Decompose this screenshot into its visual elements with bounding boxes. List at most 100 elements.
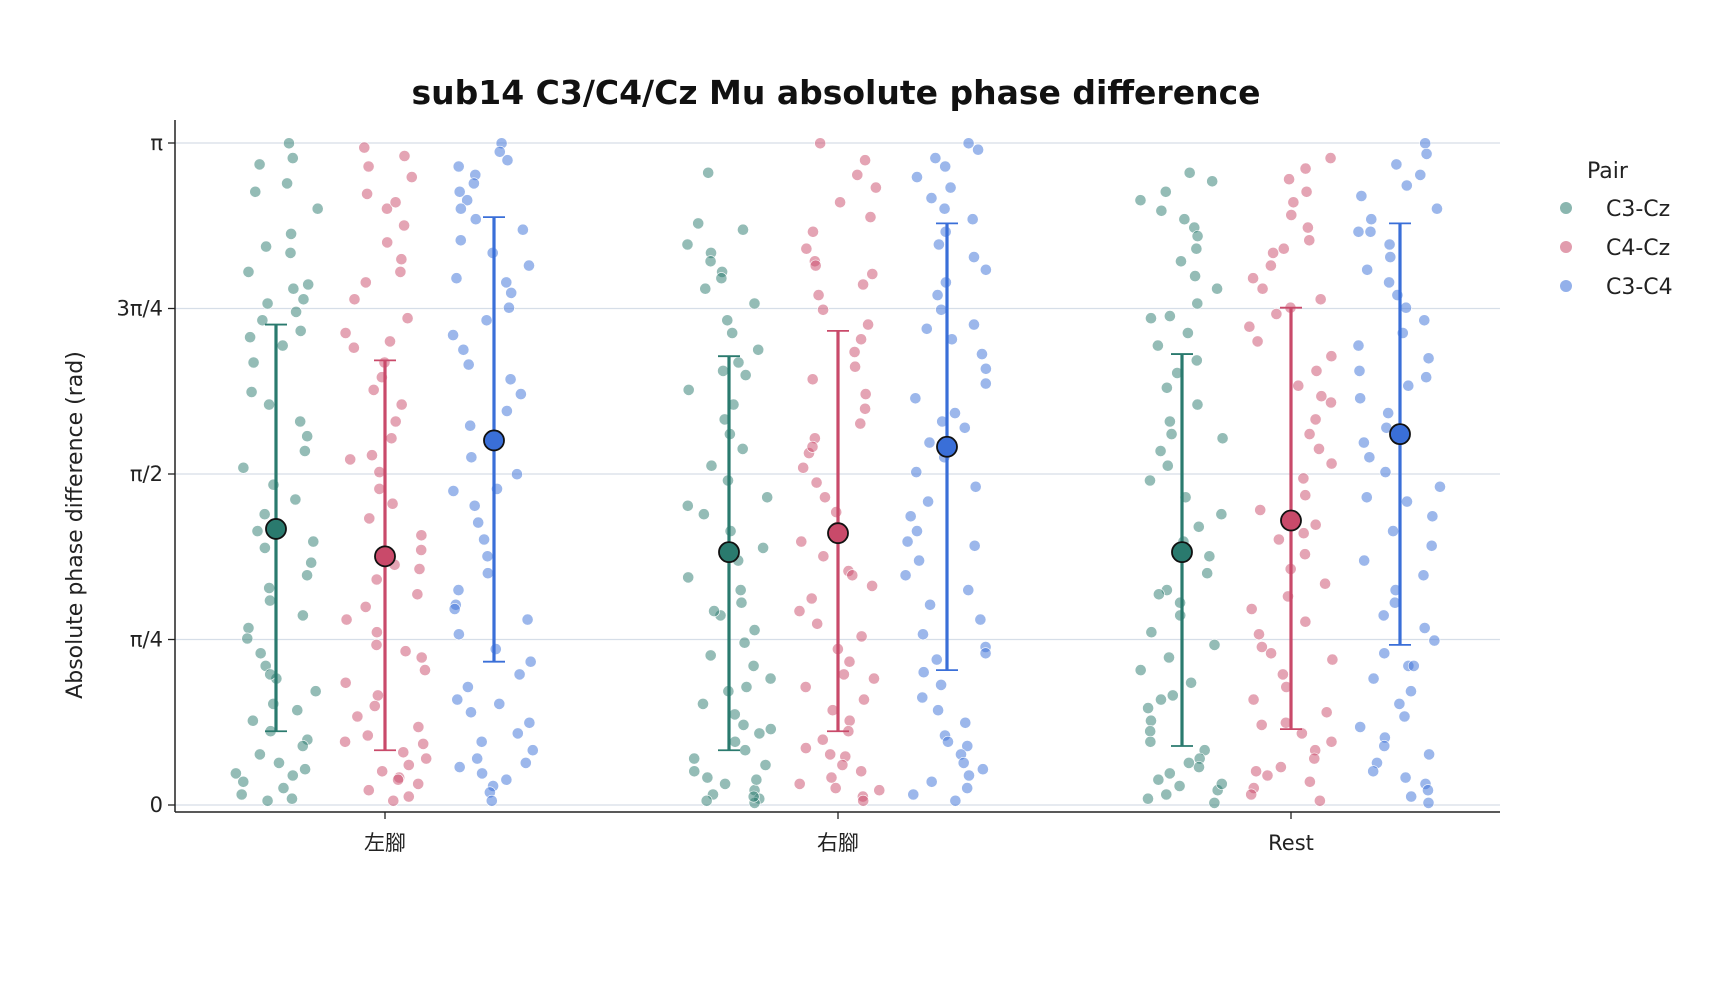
scatter-point (448, 603, 461, 615)
scatter-points (229, 137, 1446, 809)
scatter-point (748, 297, 761, 310)
scatter-point (398, 219, 410, 232)
scatter-point (843, 655, 856, 668)
scatter-point (682, 383, 695, 396)
scatter-point (729, 735, 741, 748)
scatter-point (944, 181, 957, 194)
scatter-point (974, 613, 987, 626)
scatter-point (681, 238, 694, 251)
scatter-point (263, 398, 275, 411)
scatter-point (1434, 480, 1446, 493)
scatter-point (704, 649, 717, 662)
scatter-point (809, 259, 822, 272)
scatter-point (1191, 230, 1204, 242)
y-tick-label: 0 (150, 793, 163, 817)
scatter-point (467, 177, 480, 190)
scatter-point (812, 289, 825, 301)
scatter-point (402, 759, 415, 771)
scatter-point (454, 234, 467, 247)
scatter-point (362, 784, 375, 797)
scatter-point (1208, 639, 1221, 651)
scatter-point (1245, 788, 1258, 801)
scatter-point (932, 704, 944, 717)
scatter-point (1292, 379, 1305, 392)
scatter-point (1159, 185, 1172, 198)
scatter-point (244, 331, 256, 344)
scatter-point (1299, 162, 1312, 175)
scatter-point (1299, 548, 1311, 561)
scatter-point (737, 719, 750, 731)
scatter-point (1277, 242, 1290, 255)
scatter-point (361, 187, 373, 200)
scatter-point (757, 542, 769, 554)
scatter-point (748, 624, 761, 636)
scatter-point (399, 645, 412, 658)
scatter-point (1314, 293, 1327, 306)
scatter-point (1175, 255, 1187, 268)
scatter-point (471, 752, 484, 765)
scatter-point (451, 693, 464, 706)
scatter-point (305, 556, 318, 569)
scatter-point (858, 693, 870, 706)
scatter-point (376, 765, 389, 778)
scatter-point (1144, 735, 1157, 748)
scatter-point (1387, 525, 1399, 537)
scatter-point (1428, 634, 1441, 647)
scatter-point (1287, 196, 1300, 209)
scatter-point (1174, 609, 1187, 622)
scatter-point (1325, 735, 1338, 748)
scatter-point (873, 784, 886, 797)
scatter-point (373, 482, 386, 495)
scatter-point (395, 398, 408, 411)
scatter-point (1153, 588, 1165, 601)
scatter-point (1398, 710, 1411, 723)
scatter-point (1154, 445, 1167, 457)
scatter-point (800, 242, 813, 255)
scatter-point (296, 609, 309, 622)
scatter-point (1161, 381, 1173, 394)
scatter-point (344, 453, 357, 466)
scatter-point (1420, 371, 1433, 384)
scatter-point (277, 782, 290, 794)
scatter-point (1152, 339, 1164, 352)
scatter-point (290, 305, 302, 318)
scatter-point (1297, 527, 1310, 540)
scatter-point (859, 388, 872, 400)
scatter-point (1189, 270, 1201, 282)
scatter-point (793, 778, 806, 790)
scatter-point (1303, 234, 1316, 247)
scatter-point (959, 716, 972, 729)
scatter-point (961, 740, 974, 752)
scatter-point (461, 681, 474, 693)
scatter-point (523, 259, 535, 272)
scatter-point (389, 415, 402, 428)
scatter-point (387, 794, 400, 807)
scatter-point (1355, 190, 1368, 202)
y-ticks: 0 π/4 π/2 3π/4 π (117, 131, 175, 817)
scatter-point (855, 630, 868, 643)
scatter-point (1190, 354, 1203, 367)
scatter-point (465, 451, 478, 464)
scatter-point (977, 763, 989, 776)
legend-label: C3-Cz (1606, 197, 1670, 222)
scatter-point (287, 282, 300, 295)
scatter-point (503, 301, 515, 314)
scatter-point (402, 790, 415, 803)
scatter-point (1418, 314, 1431, 327)
scatter-point (1324, 152, 1337, 164)
scatter-point (1165, 428, 1178, 440)
scatter-point (810, 476, 823, 489)
scatter-point (1267, 246, 1279, 259)
scatter-point (1208, 797, 1221, 809)
scatter-point (1325, 396, 1337, 409)
scatter-point (1183, 166, 1196, 179)
scatter-point (920, 322, 933, 335)
scatter-point (447, 485, 460, 497)
scatter-point (1297, 472, 1310, 485)
scatter-point (799, 681, 812, 693)
scatter-point (411, 588, 424, 601)
scatter-point (1353, 364, 1366, 377)
scatter-point (1216, 432, 1229, 445)
scatter-point (1203, 550, 1216, 563)
mean-marker (827, 522, 849, 545)
